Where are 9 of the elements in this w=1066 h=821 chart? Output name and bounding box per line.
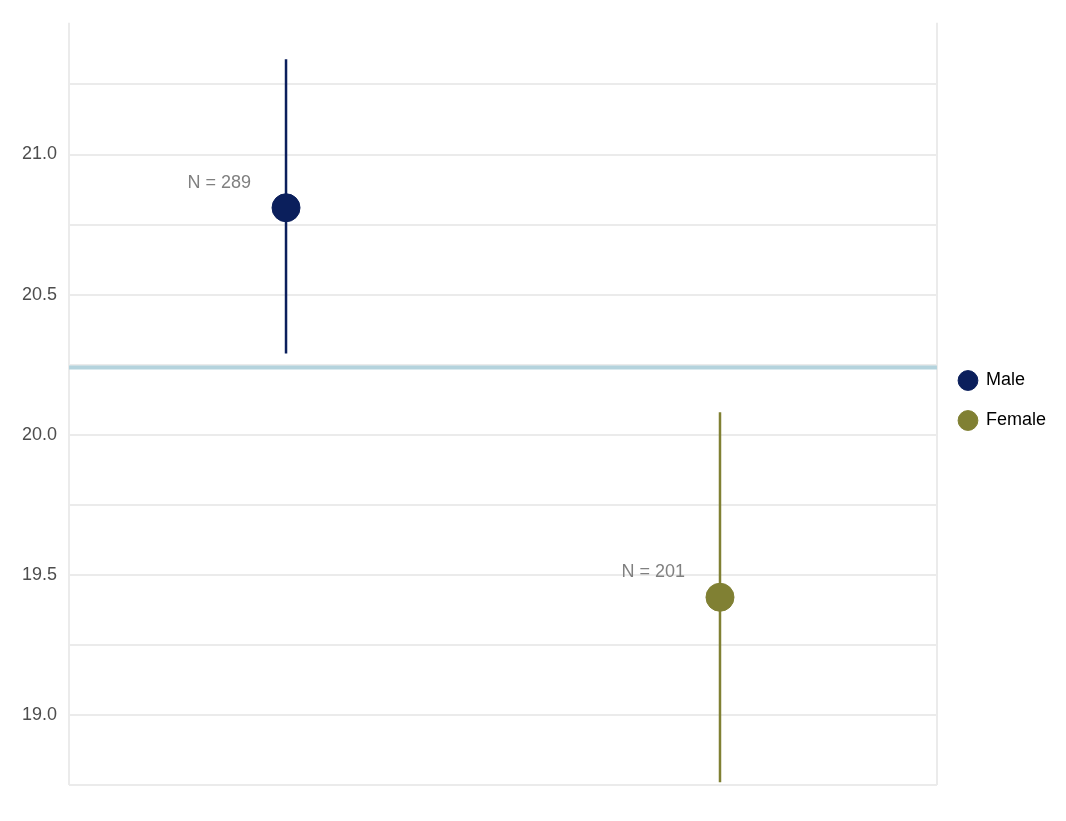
y-tick-label: 21.0 — [21, 143, 58, 164]
y-tick-label: 19.0 — [21, 703, 58, 724]
annotation: N = 201 — [621, 561, 685, 582]
legend-label: Female — [985, 409, 1047, 430]
annotation: N = 289 — [187, 171, 252, 192]
legend-label: Male — [985, 369, 1025, 390]
y-tick-label: 20.0 — [21, 423, 58, 444]
y-tick-label: 20.5 — [21, 283, 58, 304]
y-tick-label: 19.5 — [21, 563, 58, 584]
